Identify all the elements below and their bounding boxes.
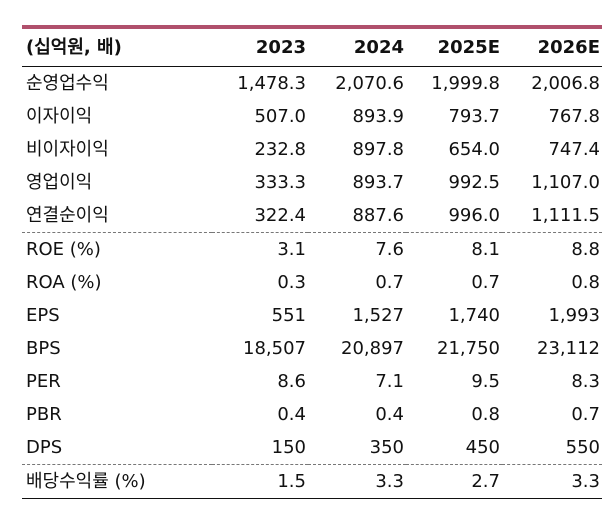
cell-value: 654.0 [448, 139, 500, 160]
row-label: 순영업수익 [26, 73, 109, 94]
cell-value: 1,999.8 [431, 73, 500, 94]
cell-value: 2,070.6 [335, 73, 404, 94]
cell-value: 3.3 [502, 464, 602, 499]
cell-value: 0.4 [375, 404, 404, 425]
table-row: 영업이익 333.3 893.7 992.5 1,107.0 [22, 166, 602, 199]
cell-value: 23,112 [537, 338, 600, 359]
header-year-2024: 2024 [308, 29, 406, 67]
cell-value: 333.3 [254, 172, 306, 193]
cell-value: 8.6 [277, 371, 306, 392]
cell-value: 893.9 [352, 106, 404, 127]
cell-value: 0.7 [375, 272, 404, 293]
cell-value: 8.8 [571, 239, 600, 260]
cell-value: 8.3 [571, 371, 600, 392]
row-label: 비이자이익 [26, 139, 109, 160]
cell-value: 1,107.0 [531, 172, 600, 193]
row-label: 배당수익률 (%) [22, 464, 212, 499]
header-year-2025e: 2025E [406, 29, 502, 67]
cell-value: 450 [465, 437, 500, 458]
table-row: 이자이익 507.0 893.9 793.7 767.8 [22, 100, 602, 133]
cell-value: 0.4 [277, 404, 306, 425]
cell-value: 3.3 [308, 464, 406, 499]
cell-value: 3.1 [277, 239, 306, 260]
cell-value: 8.1 [471, 239, 500, 260]
cell-value: 793.7 [448, 106, 500, 127]
cell-value: 1,478.3 [237, 73, 306, 94]
financial-table: (십억원, 배) 2023 2024 2025E 2026E 순영업수익 1,47… [22, 29, 602, 499]
row-label: 이자이익 [26, 106, 93, 127]
cell-value: 350 [369, 437, 404, 458]
table-row: ROE (%) 3.1 7.6 8.1 8.8 [22, 233, 602, 267]
cell-value: 897.8 [352, 139, 404, 160]
row-label: DPS [26, 437, 63, 458]
table-row: PER 8.6 7.1 9.5 8.3 [22, 365, 602, 398]
cell-value: 322.4 [212, 199, 308, 233]
cell-value: 0.8 [471, 404, 500, 425]
table-row: PBR 0.4 0.4 0.8 0.7 [22, 398, 602, 431]
cell-value: 0.7 [571, 404, 600, 425]
row-label: 연결순이익 [22, 199, 212, 233]
cell-value: 2.7 [406, 464, 502, 499]
cell-value: 1,111.5 [502, 199, 602, 233]
row-label: 영업이익 [26, 172, 93, 193]
cell-value: 1,740 [448, 305, 500, 326]
table-row: 비이자이익 232.8 897.8 654.0 747.4 [22, 133, 602, 166]
table-row: 배당수익률 (%) 1.5 3.3 2.7 3.3 [22, 464, 602, 499]
row-label: BPS [26, 338, 61, 359]
header-unit: (십억원, 배) [22, 29, 212, 67]
row-label: ROE (%) [26, 239, 101, 260]
cell-value: 507.0 [254, 106, 306, 127]
cell-value: 7.1 [375, 371, 404, 392]
cell-value: 7.6 [375, 239, 404, 260]
table-row: BPS 18,507 20,897 21,750 23,112 [22, 332, 602, 365]
row-label: PER [26, 371, 61, 392]
row-label: EPS [26, 305, 60, 326]
cell-value: 893.7 [352, 172, 404, 193]
header-year-2023: 2023 [212, 29, 308, 67]
cell-value: 1,527 [352, 305, 404, 326]
cell-value: 1,993 [548, 305, 600, 326]
cell-value: 18,507 [243, 338, 306, 359]
table-row: 순영업수익 1,478.3 2,070.6 1,999.8 2,006.8 [22, 67, 602, 101]
row-label: PBR [26, 404, 62, 425]
header-row: (십억원, 배) 2023 2024 2025E 2026E [22, 29, 602, 67]
row-label: ROA (%) [26, 272, 102, 293]
cell-value: 0.8 [571, 272, 600, 293]
cell-value: 21,750 [437, 338, 500, 359]
cell-value: 767.8 [548, 106, 600, 127]
table-row: DPS 150 350 450 550 [22, 431, 602, 465]
accent-top-bar [22, 25, 602, 29]
cell-value: 887.6 [308, 199, 406, 233]
cell-value: 232.8 [254, 139, 306, 160]
cell-value: 1.5 [212, 464, 308, 499]
cell-value: 0.3 [277, 272, 306, 293]
cell-value: 150 [271, 437, 306, 458]
cell-value: 551 [271, 305, 306, 326]
cell-value: 992.5 [448, 172, 500, 193]
cell-value: 747.4 [548, 139, 600, 160]
cell-value: 0.7 [471, 272, 500, 293]
table-row: ROA (%) 0.3 0.7 0.7 0.8 [22, 266, 602, 299]
table-row: EPS 551 1,527 1,740 1,993 [22, 299, 602, 332]
cell-value: 2,006.8 [531, 73, 600, 94]
cell-value: 9.5 [471, 371, 500, 392]
table-row: 연결순이익 322.4 887.6 996.0 1,111.5 [22, 199, 602, 233]
header-year-2026e: 2026E [502, 29, 602, 67]
cell-value: 550 [565, 437, 600, 458]
cell-value: 20,897 [341, 338, 404, 359]
cell-value: 996.0 [406, 199, 502, 233]
